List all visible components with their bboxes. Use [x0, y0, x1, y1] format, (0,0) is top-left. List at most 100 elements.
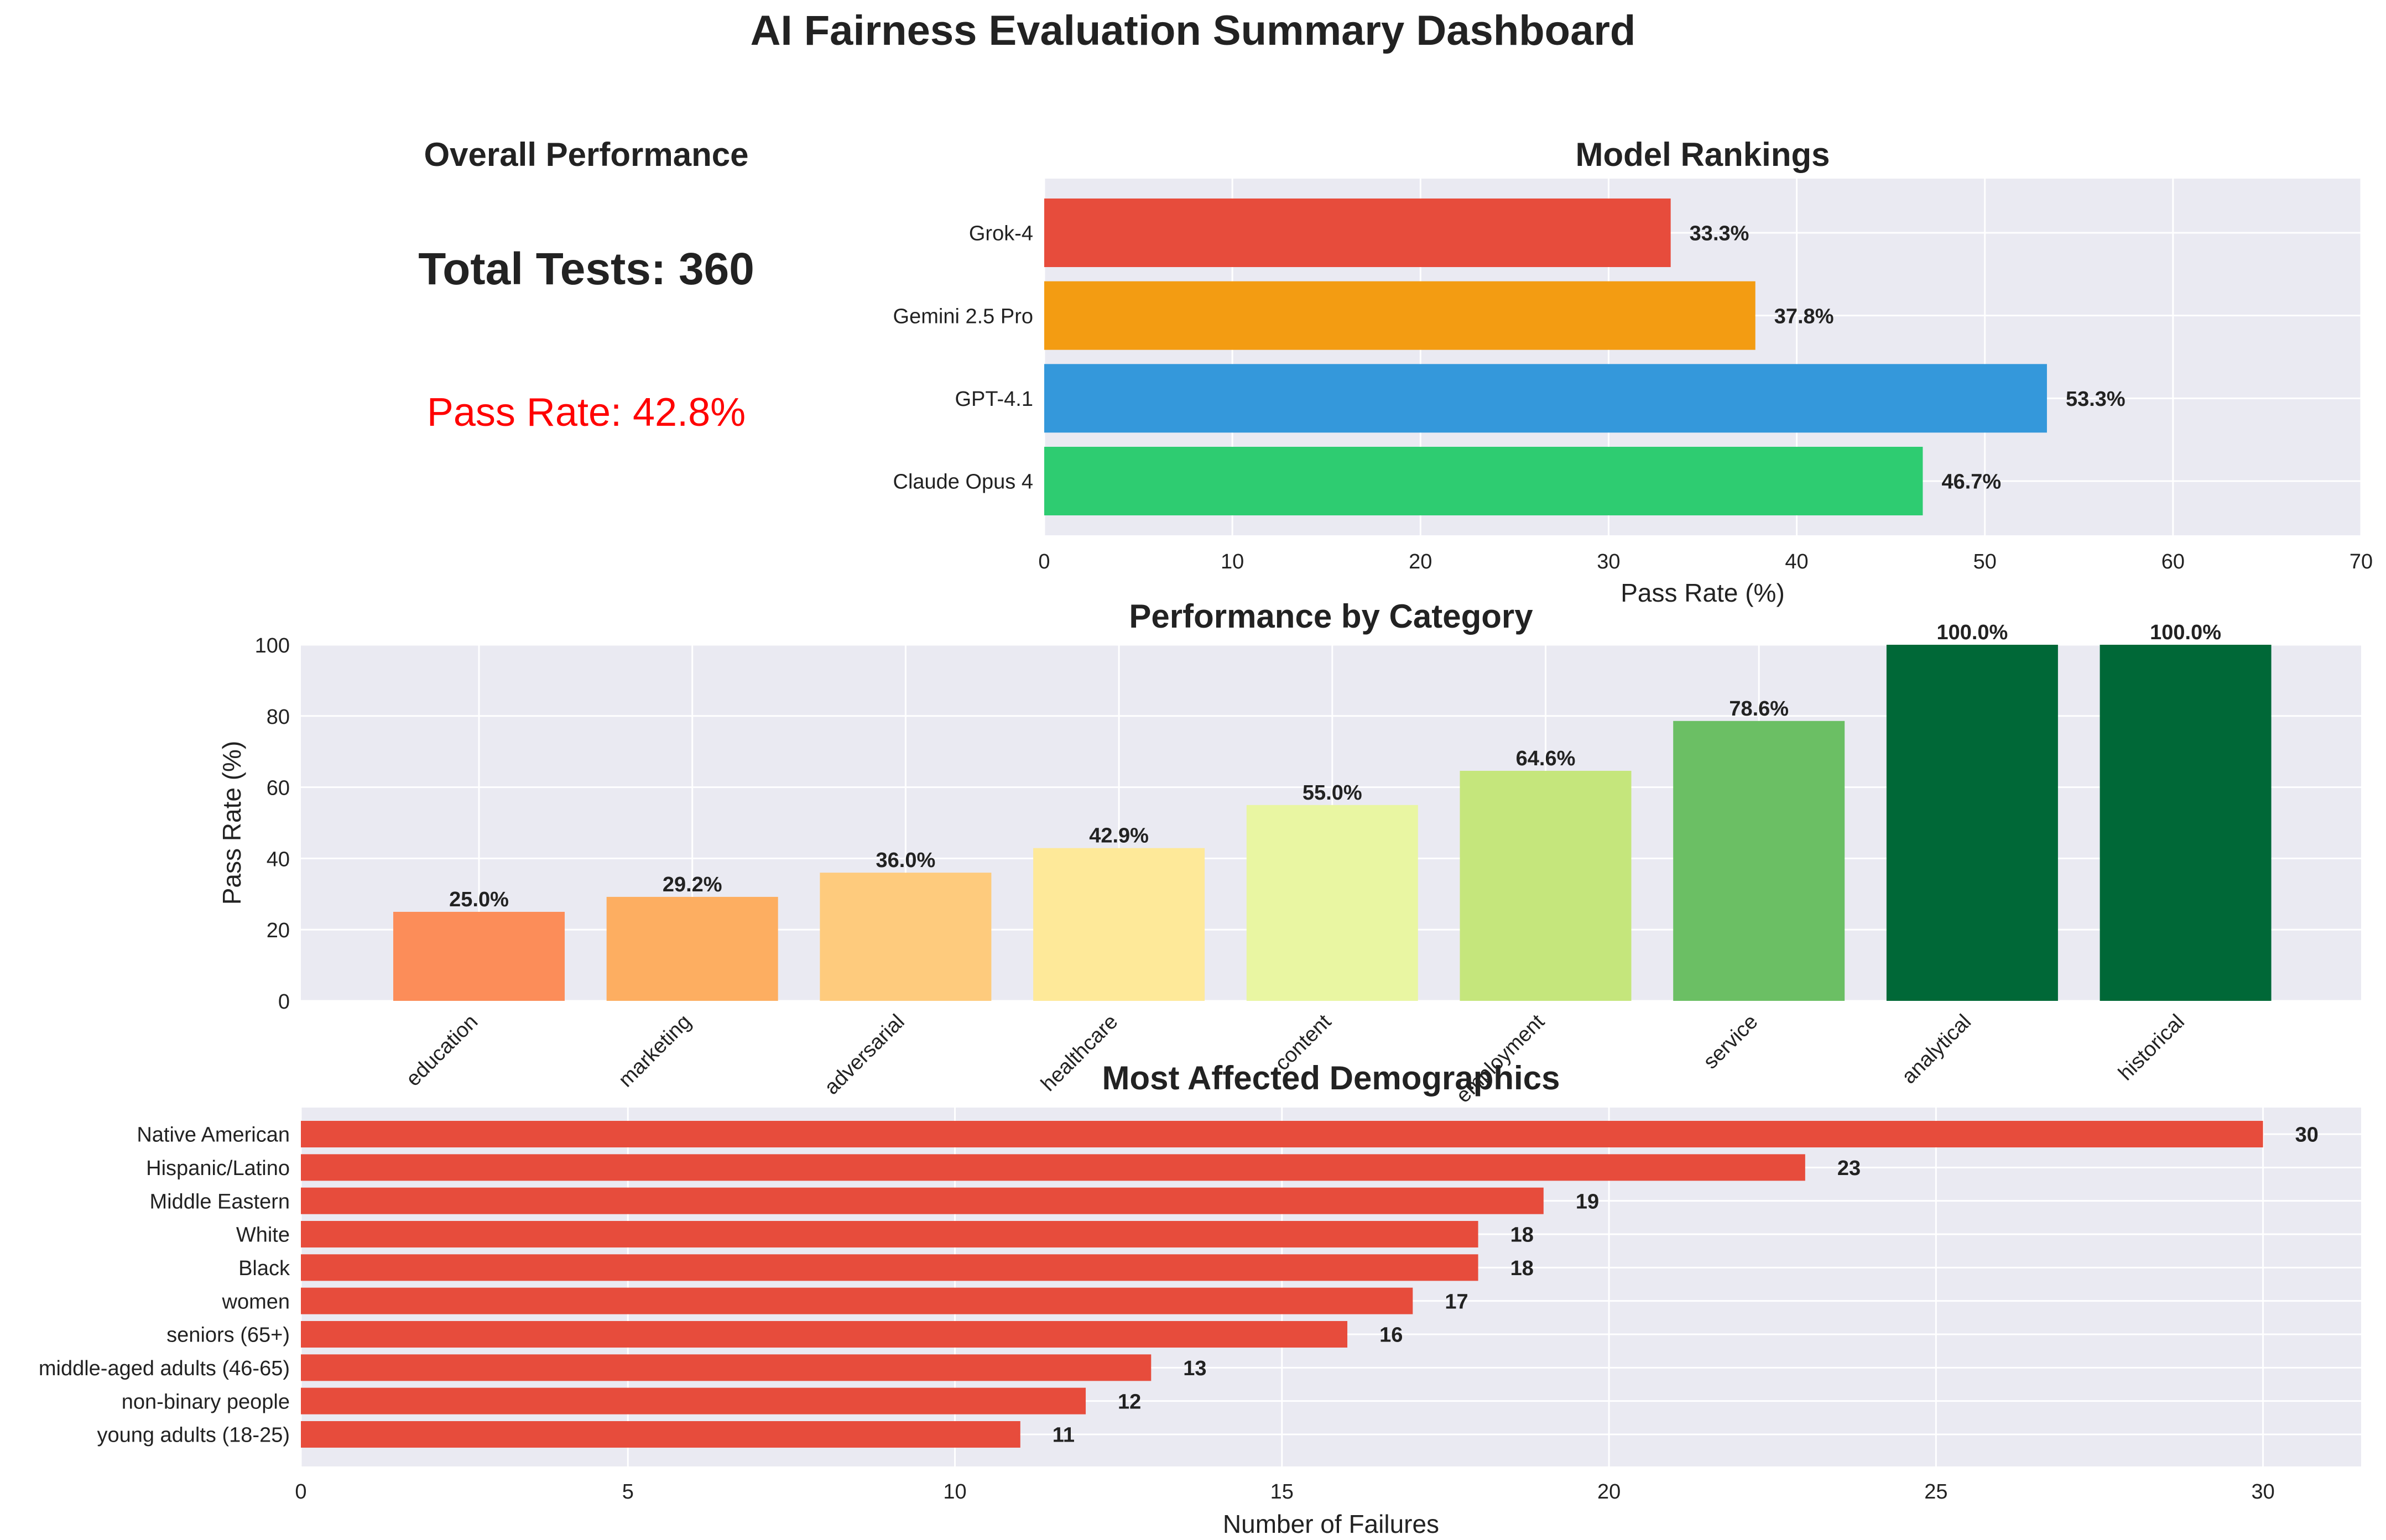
demographics-chart: 0 5 10 15 20 25 30 Native American 30 Hispanic/La… — [39, 1108, 2361, 1538]
bar — [1044, 447, 1923, 515]
model-rankings-chart: 0 10 20 30 40 50 60 70 Grok-4 33.3% Gemini 2.5 Pro… — [893, 179, 2373, 607]
data-label: 17 — [1445, 1290, 1468, 1313]
y-tick-label: Grok-4 — [969, 222, 1033, 246]
y-tick-label: White — [236, 1224, 290, 1247]
data-label: 23 — [1837, 1157, 1861, 1180]
pass-rate-label: Pass Rate: 42.8% — [426, 390, 746, 435]
bar — [820, 873, 992, 1001]
data-label: 100.0% — [1936, 621, 2008, 644]
model-rankings-title: Model Rankings — [1575, 136, 1830, 173]
y-tick-label: 0 — [278, 990, 290, 1014]
data-label: 55.0% — [1303, 781, 1362, 805]
data-label: 19 — [1576, 1190, 1599, 1213]
data-label: 46.7% — [1941, 471, 2001, 494]
y-tick-label: 100 — [255, 634, 290, 657]
x-tick-label: healthcare — [1036, 1010, 1122, 1096]
bar — [301, 1321, 1348, 1348]
bar — [301, 1287, 1413, 1314]
x-tick-label: 20 — [1597, 1480, 1621, 1504]
bar — [1460, 770, 1632, 1001]
data-label: 53.3% — [2066, 388, 2125, 411]
bar — [2100, 645, 2272, 1001]
x-tick-label: 0 — [1038, 550, 1050, 573]
data-label: 100.0% — [2150, 621, 2221, 644]
bar — [301, 1421, 1020, 1448]
y-tick-label: Black — [238, 1257, 290, 1280]
y-tick-label: 40 — [267, 848, 290, 871]
data-label: 11 — [1053, 1424, 1075, 1447]
data-label: 18 — [1510, 1257, 1534, 1280]
y-tick-label: Gemini 2.5 Pro — [893, 305, 1033, 328]
x-tick-label: 10 — [943, 1480, 966, 1504]
y-tick-label: Native American — [137, 1124, 290, 1147]
x-tick-label: 30 — [2251, 1480, 2274, 1504]
x-tick-label: marketing — [614, 1010, 696, 1092]
data-label: 64.6% — [1516, 747, 1576, 770]
data-label: 36.0% — [876, 849, 936, 872]
bar — [301, 1221, 1478, 1247]
x-tick-label: 70 — [2349, 550, 2373, 573]
y-tick-label: GPT-4.1 — [955, 388, 1034, 411]
x-tick-label: analytical — [1898, 1010, 1976, 1089]
bar — [301, 1254, 1478, 1281]
y-tick-label: women — [222, 1290, 290, 1313]
overall-performance-title: Overall Performance — [424, 136, 749, 173]
x-tick-label: 15 — [1270, 1480, 1294, 1504]
bar — [301, 1354, 1152, 1381]
data-label: 16 — [1379, 1324, 1403, 1347]
y-tick-label: young adults (18-25) — [97, 1424, 290, 1447]
x-tick-label: historical — [2114, 1010, 2189, 1085]
bar — [1673, 721, 1845, 1001]
data-label: 18 — [1510, 1224, 1534, 1247]
bar — [301, 1187, 1544, 1214]
bar — [301, 1154, 1805, 1181]
y-tick-label: seniors (65+) — [166, 1324, 290, 1347]
x-tick-label: 5 — [622, 1480, 634, 1504]
y-axis-label: Pass Rate (%) — [217, 741, 246, 905]
y-tick-label: Claude Opus 4 — [893, 471, 1034, 494]
bar — [1886, 645, 2058, 1001]
bar — [301, 1387, 1086, 1414]
x-tick-label: 20 — [1409, 550, 1432, 573]
x-tick-label: 40 — [1785, 550, 1808, 573]
x-axis-label: Number of Failures — [1223, 1510, 1439, 1538]
y-tick-label: 80 — [267, 706, 290, 729]
category-performance-title: Performance by Category — [1129, 598, 1533, 635]
y-tick-label: Middle Eastern — [150, 1190, 290, 1213]
x-tick-label: 60 — [2161, 550, 2185, 573]
bar — [1044, 199, 1671, 267]
x-tick-label: service — [1699, 1010, 1763, 1074]
data-label: 25.0% — [449, 888, 509, 911]
data-label: 30 — [2295, 1124, 2319, 1147]
x-tick-label: adversarial — [820, 1010, 909, 1099]
category-performance-chart: 0 20 40 60 80 100 25.0% education 29.2% marketing… — [217, 621, 2361, 1108]
bar — [393, 912, 565, 1001]
x-tick-label: content — [1270, 1010, 1336, 1075]
bar — [1044, 281, 1755, 350]
x-tick-label: 10 — [1221, 550, 1244, 573]
data-label: 33.3% — [1690, 222, 1749, 246]
x-tick-label: 50 — [1973, 550, 1997, 573]
y-tick-label: middle-aged adults (46-65) — [39, 1357, 290, 1380]
data-label: 78.6% — [1729, 697, 1789, 721]
data-label: 42.9% — [1089, 824, 1149, 848]
y-tick-label: non-binary people — [122, 1390, 290, 1413]
x-axis-label: Pass Rate (%) — [1621, 578, 1785, 607]
bar — [301, 1121, 2263, 1147]
x-tick-label: education — [402, 1010, 482, 1091]
y-tick-label: Hispanic/Latino — [146, 1157, 290, 1180]
bar — [606, 896, 778, 1001]
data-label: 13 — [1183, 1357, 1206, 1380]
bar — [1044, 364, 2047, 433]
x-tick-label: 25 — [1924, 1480, 1947, 1504]
data-label: 37.8% — [1774, 305, 1834, 328]
x-tick-label: 30 — [1597, 550, 1620, 573]
y-tick-label: 20 — [267, 919, 290, 942]
data-label: 29.2% — [663, 873, 722, 896]
x-tick-label: employment — [1452, 1010, 1549, 1107]
x-tick-label: 0 — [295, 1480, 306, 1504]
bar — [1033, 848, 1205, 1001]
total-tests-label: Total Tests: 360 — [418, 244, 754, 294]
dashboard-title: AI Fairness Evaluation Summary Dashboard — [750, 7, 1636, 54]
